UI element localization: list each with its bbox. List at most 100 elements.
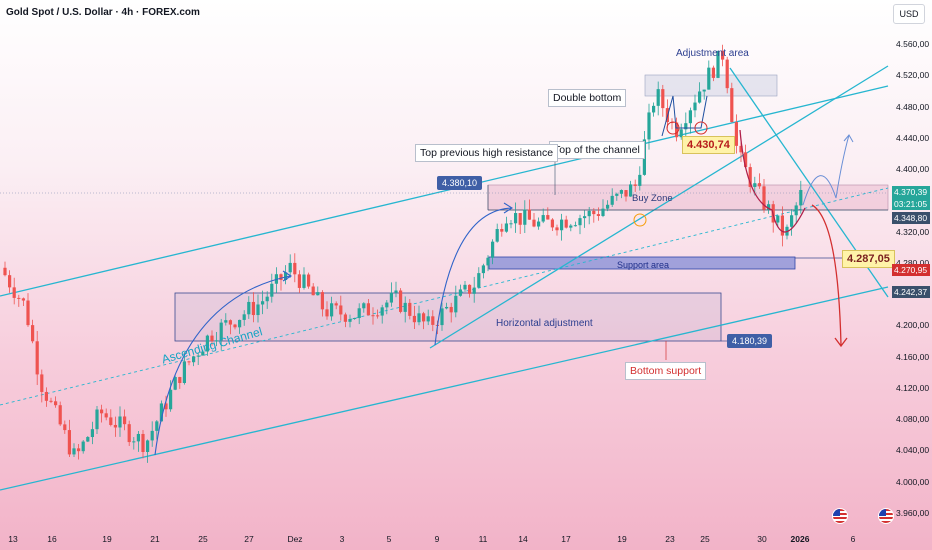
- candle-body: [118, 416, 122, 428]
- candle-body: [790, 215, 794, 227]
- arrow-head-icon: [503, 202, 514, 214]
- candle-body: [182, 361, 186, 384]
- candle-body: [113, 424, 117, 428]
- candle-body: [495, 229, 499, 242]
- candle-body: [693, 102, 697, 111]
- candle-body: [555, 227, 559, 231]
- candle-body: [233, 324, 237, 328]
- candle-body: [698, 91, 702, 103]
- candle-body: [348, 319, 352, 322]
- candle-body: [265, 296, 269, 302]
- candle-body: [307, 274, 311, 287]
- time-tick-label: 23: [665, 534, 675, 544]
- level-tag-4348: 4.348,80: [892, 212, 930, 224]
- buy-zone-label: Buy Zone: [632, 193, 673, 204]
- candle-body: [330, 303, 334, 317]
- double-bottom-pattern: [661, 95, 708, 137]
- candle-body: [132, 441, 136, 443]
- inner-trend-line: [429, 65, 889, 349]
- us-flag-icon[interactable]: [832, 508, 848, 524]
- candle-body: [702, 89, 706, 92]
- bearish-projection-path: [811, 204, 842, 346]
- pullback-path: [739, 129, 806, 233]
- candle-body: [509, 223, 513, 225]
- candle-body: [615, 193, 619, 196]
- price-tick-label: 4.480,00: [896, 101, 930, 112]
- retest-marker: [633, 213, 647, 227]
- time-tick-label: 21: [150, 534, 160, 544]
- candle-body: [49, 400, 53, 402]
- candle-body: [408, 302, 412, 316]
- candle-body: [270, 283, 274, 297]
- candle-body: [679, 129, 683, 138]
- channel-upper-line: [0, 85, 889, 297]
- candle-body: [187, 361, 191, 363]
- symbol-title[interactable]: Gold Spot / U.S. Dollar · 4h · FOREX.com: [6, 7, 200, 18]
- candle-body: [481, 265, 485, 274]
- time-tick-label: Dez: [287, 534, 303, 544]
- time-tick-label: 30: [757, 534, 767, 544]
- candle-body: [583, 216, 587, 219]
- price-tick-label: 4.160,00: [896, 351, 930, 362]
- candle-body: [357, 308, 361, 319]
- time-tick-label: 13: [8, 534, 18, 544]
- top-of-channel-label: Top of the channel: [549, 141, 645, 159]
- candle-body: [440, 308, 444, 326]
- bullish-projection-path: [802, 134, 850, 206]
- candle-body: [242, 314, 246, 320]
- candle-body: [527, 209, 531, 220]
- candle-body: [67, 430, 71, 455]
- time-tick-label: 25: [198, 534, 208, 544]
- currency-button[interactable]: USD: [893, 4, 925, 24]
- candle-body: [192, 356, 196, 363]
- candle-body: [403, 302, 407, 312]
- candle-body: [380, 307, 384, 316]
- candle-body: [297, 274, 301, 288]
- candle-body: [472, 287, 476, 294]
- level-tag-4270: 4.270,95: [892, 264, 930, 276]
- candle-body: [734, 122, 738, 146]
- candle-body: [261, 301, 265, 305]
- candle-body: [739, 145, 743, 153]
- candle-body: [35, 341, 39, 375]
- candle-body: [169, 389, 173, 410]
- arrow-head-icon: [834, 337, 848, 348]
- candle-body: [514, 213, 518, 224]
- candle-body: [127, 424, 131, 443]
- candle-body: [90, 429, 94, 438]
- candle-body: [458, 289, 462, 296]
- candle-body: [564, 219, 568, 228]
- candle-body: [334, 303, 338, 306]
- candle-body: [256, 304, 260, 316]
- horizontal-adjustment-label: Horizontal adjustment: [496, 318, 593, 329]
- time-tick-label: 16: [47, 534, 57, 544]
- countdown-tag: 03:21:05: [892, 198, 930, 210]
- adjustment-area-label: Adjustment area: [676, 48, 749, 59]
- candle-body: [26, 300, 30, 326]
- candle-body: [757, 183, 761, 187]
- candle-body: [164, 403, 168, 410]
- time-tick-label: 5: [386, 534, 392, 544]
- candle-body: [504, 223, 508, 232]
- us-flag-icon[interactable]: [878, 508, 894, 524]
- candle-body: [776, 215, 780, 223]
- candle-body: [629, 184, 633, 197]
- candle-body: [343, 314, 347, 322]
- candle-body: [353, 318, 357, 320]
- candle-body: [394, 290, 398, 293]
- candle-body: [688, 110, 692, 124]
- candle-body: [652, 105, 656, 113]
- candle-body: [431, 316, 435, 325]
- candle-body: [100, 409, 104, 414]
- candle-body: [205, 335, 209, 352]
- candle-body: [550, 219, 554, 228]
- price-tick-label: 4.560,00: [896, 39, 930, 49]
- time-tick-label: 17: [561, 534, 571, 544]
- candle-body: [366, 303, 370, 316]
- price-tick-label: 4.200,00: [896, 320, 930, 331]
- candle-body: [95, 409, 99, 430]
- candle-body: [238, 319, 242, 328]
- support-area-label: Support area: [617, 260, 670, 270]
